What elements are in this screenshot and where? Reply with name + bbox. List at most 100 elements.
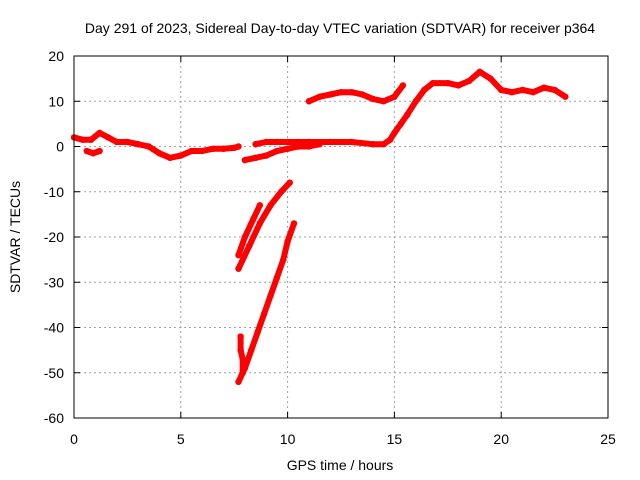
sdtvar-point [124, 138, 131, 146]
sdtvar-point [380, 98, 387, 105]
sdtvar-point [519, 86, 526, 94]
y-tick-labels: 20 10 0 -10 -20 -30 -40 -50 -60 [44, 48, 64, 426]
sdtvar-point [248, 346, 255, 354]
sdtvar-point [391, 93, 398, 100]
sdtvar-point [260, 310, 268, 318]
sdtvar-point [380, 141, 387, 148]
sdtvar-point [220, 145, 227, 152]
sdtvar-point [273, 138, 281, 146]
data-traces [70, 68, 569, 385]
sdtvar-point [87, 136, 95, 143]
sdtvar-point [399, 82, 407, 89]
y-tick-label: -30 [44, 274, 64, 290]
sdtvar-point [241, 233, 249, 241]
sdtvar-point [397, 120, 405, 128]
sdtvar-point [96, 147, 103, 155]
sdtvar-point [156, 150, 163, 157]
sdtvar-point [239, 369, 246, 376]
sdtvar-point [113, 138, 120, 146]
y-tick-label: -50 [44, 365, 64, 381]
sdtvar-point [90, 150, 97, 157]
x-tick-labels: 0 5 10 15 20 25 [70, 431, 616, 447]
sdtvar-point [273, 274, 281, 281]
sdtvar-point [487, 75, 494, 82]
y-tick-label: 20 [48, 48, 64, 64]
sdtvar-point [337, 89, 345, 96]
sdtvar-series-arc-4 [252, 68, 569, 148]
axis-ticks [73, 55, 609, 419]
sdtvar-point [286, 179, 293, 186]
x-tick-label: 15 [387, 431, 403, 447]
sdtvar-point [235, 378, 242, 385]
sdtvar-point [250, 215, 257, 223]
sdtvar-point [256, 220, 264, 227]
sdtvar-point [476, 68, 484, 76]
y-tick-label: -40 [44, 320, 64, 336]
sdtvar-point [241, 156, 249, 164]
sdtvar-point [209, 145, 217, 152]
sdtvar-point [263, 138, 270, 146]
sdtvar-point [369, 95, 377, 103]
sdtvar-point [237, 346, 244, 354]
chart-title: Day 291 of 2023, Sidereal Day-to-day VTE… [85, 20, 595, 36]
sdtvar-point [284, 145, 291, 152]
sdtvar-point [256, 202, 264, 209]
sdtvar-point [359, 91, 366, 98]
sdtvar-point [235, 265, 242, 272]
sdtvar-point [104, 134, 112, 141]
sdtvar-point [235, 251, 242, 259]
y-tick-label: 0 [56, 139, 64, 155]
sdtvar-point [284, 238, 291, 245]
y-axis-label: SDTVAR / TECUs [7, 181, 23, 293]
sdtvar-point [235, 143, 242, 150]
sdtvar-point [245, 242, 253, 250]
x-tick-label: 20 [493, 431, 509, 447]
sdtvar-point [327, 138, 334, 146]
sdtvar-point [237, 333, 244, 340]
sdtvar-point [562, 93, 569, 100]
x-tick-label: 0 [70, 431, 78, 447]
y-tick-label: -20 [44, 229, 64, 245]
sdtvar-point [412, 98, 419, 105]
sdtvar-point [96, 129, 103, 137]
sdtvar-point [290, 220, 298, 227]
y-tick-label: -10 [44, 184, 64, 200]
sdtvar-point [166, 154, 174, 162]
sdtvar-point [498, 86, 505, 94]
sdtvar-point [551, 86, 558, 94]
sdtvar-point [83, 147, 91, 155]
sdtvar-point [348, 89, 355, 96]
sdtvar-point [508, 89, 516, 96]
sdtvar-point [295, 138, 302, 146]
sdtvar-point [465, 77, 473, 85]
sdtvar-point [369, 141, 377, 148]
sdtvar-point [386, 136, 394, 143]
sdtvar-point [145, 143, 152, 150]
sdtvar-point [404, 111, 411, 119]
y-tick-label: 10 [48, 93, 64, 109]
sdtvar-point [267, 292, 274, 300]
x-tick-label: 25 [600, 431, 616, 447]
sdtvar-point [305, 138, 313, 146]
x-axis-label: GPS time / hours [287, 457, 394, 473]
sdtvar-point [348, 138, 355, 146]
x-tick-label: 5 [177, 431, 185, 447]
sdtvar-series-arc-8 [235, 220, 297, 385]
sdtvar-point [177, 152, 184, 159]
sdtvar-point [327, 91, 334, 98]
sdtvar-point [277, 188, 285, 195]
sdtvar-point [316, 93, 323, 100]
sdtvar-point [305, 98, 313, 105]
sdtvar-point [252, 141, 259, 148]
sdtvar-point [280, 256, 287, 263]
sdtvar-series-arc-6 [235, 202, 263, 259]
sdtvar-point [530, 89, 537, 96]
y-tick-label: -60 [44, 410, 64, 426]
sdtvar-point [263, 152, 270, 159]
sdtvar-point [391, 129, 398, 137]
sdtvar-point [444, 79, 451, 87]
sdtvar-point [267, 202, 274, 209]
sdtvar-point [198, 147, 206, 155]
sdtvar-point [188, 147, 195, 155]
